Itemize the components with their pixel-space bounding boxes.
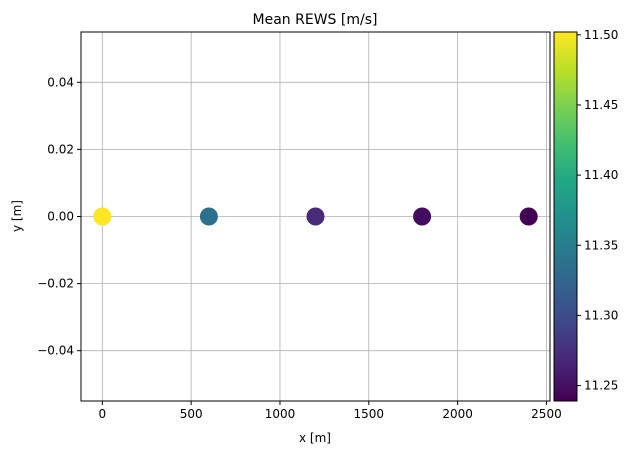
colorbar-tick-label: 11.45 <box>584 98 618 112</box>
y-axis: 0.04 0.02 0.00 −0.02 −0.04 <box>37 75 81 358</box>
colorbar-tick-label: 11.25 <box>584 379 618 393</box>
colorbar-tick-label: 11.30 <box>584 308 618 322</box>
colorbar <box>553 31 578 402</box>
colorbar-axis: 11.25 11.30 11.35 11.40 11.45 11.50 <box>577 28 618 393</box>
x-tick-label: 2500 <box>531 407 562 421</box>
colorbar-tick-label: 11.50 <box>584 28 618 42</box>
y-axis-label: y [m] <box>10 200 24 232</box>
data-point <box>519 207 538 226</box>
data-point <box>199 207 218 226</box>
x-tick-label: 500 <box>180 407 203 421</box>
y-tick-label: 0.00 <box>47 210 74 224</box>
x-axis: 0 500 1000 1500 2000 2500 <box>98 401 562 421</box>
y-tick-label: −0.02 <box>37 277 74 291</box>
colorbar-tick-label: 11.40 <box>584 168 618 182</box>
x-tick-label: 0 <box>98 407 106 421</box>
y-tick-label: 0.02 <box>47 142 74 156</box>
data-point <box>93 207 112 226</box>
x-tick-label: 1500 <box>354 407 385 421</box>
x-tick-label: 1000 <box>265 407 296 421</box>
colorbar-tick-label: 11.35 <box>584 238 618 252</box>
x-axis-label: x [m] <box>299 431 331 445</box>
chart-title: Mean REWS [m/s] <box>253 12 378 28</box>
data-point <box>306 207 325 226</box>
y-tick-label: 0.04 <box>47 75 74 89</box>
y-tick-label: −0.04 <box>37 344 74 358</box>
points <box>93 207 538 226</box>
x-tick-label: 2000 <box>442 407 473 421</box>
data-point <box>413 207 432 226</box>
